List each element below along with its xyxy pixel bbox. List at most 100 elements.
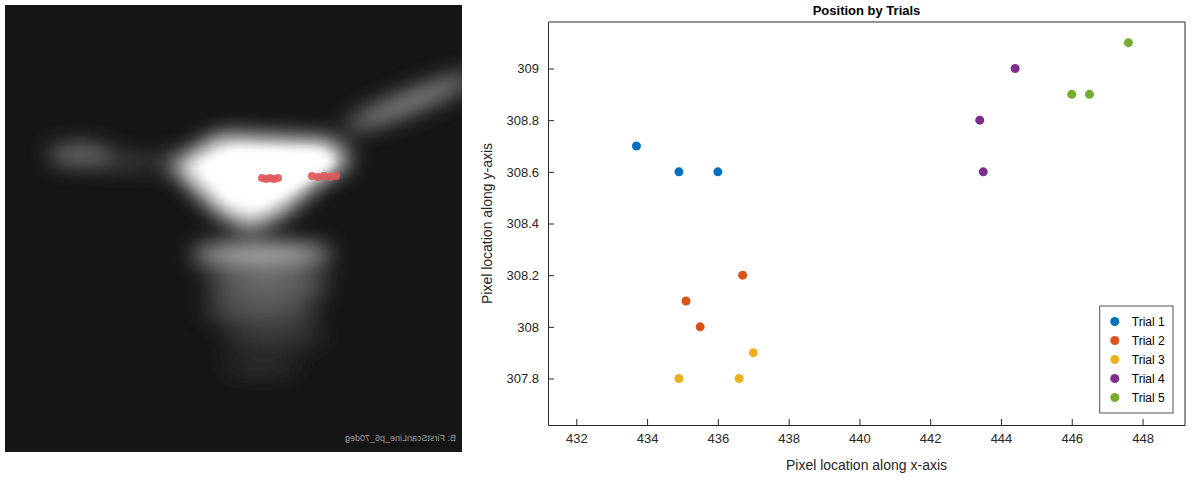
title: Position by Trials — [813, 3, 921, 18]
tick-mark — [859, 419, 860, 425]
legend-marker — [1110, 336, 1119, 345]
tick-mark — [789, 419, 790, 425]
tick: 308.4 — [506, 216, 554, 231]
series — [632, 142, 722, 177]
tick-mark — [548, 224, 554, 225]
tick-mark — [548, 69, 554, 70]
point — [738, 271, 747, 280]
tick-label: 436 — [708, 431, 730, 446]
legend-label: Trial 1 — [1132, 315, 1165, 329]
echo — [220, 329, 324, 343]
legend: Trial 1 Trial 2 Trial 3 Trial 4 Trial 5 — [1100, 306, 1173, 413]
tick-label: 448 — [1132, 431, 1154, 446]
point — [1124, 38, 1133, 47]
legend-label: Trial 4 — [1132, 372, 1165, 386]
tick-mark — [1143, 419, 1144, 425]
tick-mark — [548, 172, 554, 173]
point — [674, 374, 683, 383]
tick: 309 — [517, 61, 554, 76]
tick: 308 — [517, 319, 554, 334]
overlay-dot — [332, 172, 340, 180]
tick-label: 308 — [517, 319, 539, 334]
tick: 440 — [849, 419, 871, 446]
tick-label: 309 — [517, 61, 539, 76]
overlay-dot — [274, 174, 282, 182]
tick-label: 446 — [1061, 431, 1083, 446]
plot-background — [548, 22, 1185, 425]
ultrasound-image — [5, 5, 462, 452]
figure: B: FirstScanLine_p6_70deg 432 434 436 438 440… — [0, 0, 1192, 481]
legend-marker — [1110, 393, 1119, 402]
point — [1067, 90, 1076, 99]
tick-label: 444 — [991, 431, 1013, 446]
tick: 446 — [1061, 419, 1083, 446]
tick-label: 308.2 — [506, 268, 539, 283]
point — [696, 322, 705, 331]
tick-label: 308.4 — [506, 216, 539, 231]
echo-blobs — [48, 67, 462, 373]
series — [674, 348, 757, 383]
tick: 442 — [920, 419, 942, 446]
echo-main — [170, 135, 352, 228]
y-axis-title: Pixel location along y-axis — [479, 143, 495, 304]
tick-mark — [1072, 419, 1073, 425]
tick-label: 440 — [849, 431, 871, 446]
tick: 434 — [637, 419, 659, 446]
series — [682, 271, 748, 332]
legend-box — [1100, 306, 1173, 413]
legend-marker — [1110, 355, 1119, 364]
axis-line — [549, 425, 1186, 426]
point — [713, 167, 722, 176]
legend-label: Trial 2 — [1132, 334, 1165, 348]
points — [632, 38, 1133, 383]
x-axis-title: Pixel location along x-axis — [786, 457, 947, 473]
tick: 448 — [1132, 419, 1154, 446]
tick: 436 — [708, 419, 730, 446]
tick-mark — [930, 419, 931, 425]
tick-mark — [1001, 419, 1002, 425]
y-axis: 307.8 308 308.2 308.4 308.6 308.8 309 — [506, 23, 554, 426]
tick-label: 307.8 — [506, 371, 539, 386]
tick-mark — [647, 419, 648, 425]
image-caption: B: FirstScanLine_p6_70deg — [345, 433, 456, 443]
tick: 432 — [566, 419, 588, 446]
tick-label: 442 — [920, 431, 942, 446]
tick-mark — [548, 327, 554, 328]
tick-label: 308.6 — [506, 164, 539, 179]
tick-label: 438 — [778, 431, 800, 446]
point — [682, 297, 691, 306]
tick-label: 308.8 — [506, 113, 539, 128]
image-background — [5, 5, 462, 452]
echo — [65, 157, 175, 167]
point — [975, 116, 984, 125]
tick: 308.6 — [506, 164, 554, 179]
point — [632, 142, 641, 151]
tick-mark — [548, 379, 554, 380]
tick-mark — [576, 419, 577, 425]
echo-core — [200, 148, 335, 205]
x-axis: 432 434 436 438 440 442 444 446 448 — [549, 419, 1186, 446]
legend-label: Trial 5 — [1132, 391, 1165, 405]
series — [975, 64, 1019, 176]
tick: 444 — [991, 419, 1013, 446]
frame-line — [1185, 22, 1186, 425]
echo — [206, 276, 330, 294]
tick-mark — [548, 120, 554, 121]
tick: 438 — [778, 419, 800, 446]
tick-mark — [718, 419, 719, 425]
point — [735, 374, 744, 383]
tick-mark — [548, 275, 554, 276]
point — [1085, 90, 1094, 99]
tick: 308.8 — [506, 113, 554, 128]
legend-marker — [1110, 374, 1119, 383]
echo — [342, 67, 462, 136]
echo — [204, 302, 320, 318]
point — [1011, 64, 1020, 73]
legend-marker — [1110, 317, 1119, 326]
point — [979, 167, 988, 176]
point — [749, 348, 758, 357]
legend-label: Trial 3 — [1132, 353, 1165, 367]
echo — [192, 243, 332, 267]
tick: 307.8 — [506, 371, 554, 386]
echo — [222, 359, 302, 373]
